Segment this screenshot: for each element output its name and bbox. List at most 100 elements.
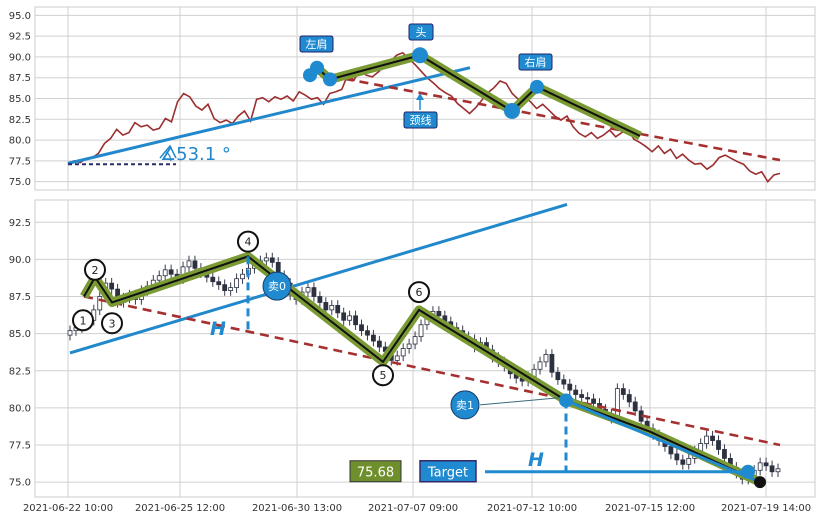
pattern-number-label: 6 (416, 286, 423, 299)
candle (549, 354, 555, 373)
price-box-label: 75.68 (357, 465, 394, 480)
sell1-marker (450, 390, 480, 420)
candle (240, 273, 245, 280)
target-box-label: Target (427, 465, 468, 480)
uptrend-line (67, 66, 471, 165)
pattern-number-circle (237, 230, 259, 253)
y-tick-label: 90.0 (9, 52, 31, 63)
neckline-dashed (329, 74, 781, 162)
candle (156, 275, 162, 281)
y-tick-label: 95.0 (9, 11, 31, 22)
candle (632, 401, 638, 412)
end-point (754, 476, 766, 489)
pattern-number-label: 4 (245, 236, 252, 249)
candle (234, 278, 239, 289)
pattern-number-label: 5 (380, 369, 387, 382)
candle (359, 324, 364, 332)
pattern-number-label: 2 (92, 264, 99, 277)
y-tick-label: 85.0 (9, 329, 31, 340)
candle (686, 457, 692, 465)
pattern-point (310, 60, 324, 75)
candle (591, 398, 596, 404)
candle (668, 446, 674, 455)
sell0-marker (262, 271, 292, 301)
left-shoulder-label-box (299, 35, 334, 53)
candle (109, 282, 115, 290)
target-box (419, 460, 477, 483)
neckline-label-box (403, 111, 438, 129)
bottom-panel: 75.0 77.5 80.0 82.5 85.0 87.5 90.0 92.5 2021-06-… (9, 199, 816, 514)
candle (579, 394, 585, 398)
candle (376, 340, 382, 348)
candle (162, 269, 168, 277)
right-shoulder-label-box (518, 53, 553, 71)
h-label-left: H (210, 318, 226, 340)
candle (626, 394, 632, 403)
x-tick-label: 2021-07-15 12:00 (605, 503, 695, 514)
candle (543, 354, 549, 363)
candle (269, 257, 275, 263)
candle (716, 440, 721, 450)
y-tick-label: 80.0 (9, 136, 31, 147)
pattern-point (530, 79, 544, 94)
neckline-label: 颈线 (410, 113, 432, 127)
candle (192, 260, 198, 269)
y-tick-label: 92.5 (9, 218, 31, 229)
x-tick-label: 2021-07-19 14:00 (721, 503, 811, 514)
y-tick-label: 85.0 (9, 94, 31, 105)
candle (329, 305, 335, 311)
candle (168, 269, 174, 275)
candle (97, 296, 103, 311)
candle (263, 257, 269, 262)
y-tick-label: 82.5 (9, 366, 31, 377)
candle (353, 315, 358, 326)
candle (555, 371, 561, 381)
candle (67, 330, 73, 336)
candle (341, 312, 347, 321)
candle (620, 388, 626, 395)
candle (365, 330, 370, 336)
candle (704, 435, 710, 444)
pattern-number-label: 1 (80, 314, 87, 327)
candle (680, 459, 686, 465)
candle (317, 296, 323, 303)
candle (412, 336, 418, 345)
candle (323, 302, 329, 311)
pattern-number-circle (408, 281, 430, 304)
candle (585, 397, 591, 400)
bottom-uptrend-line (69, 203, 568, 355)
candle (573, 389, 579, 395)
candle (436, 310, 442, 317)
angle-arc-icon (159, 144, 177, 159)
candle (710, 435, 715, 441)
x-tick-label: 2021-07-07 09:00 (368, 503, 458, 514)
candle (311, 287, 317, 297)
pattern-point (504, 102, 520, 119)
candle (305, 287, 311, 293)
sell-path-line (565, 399, 761, 484)
candle (228, 287, 234, 291)
y-tick-label: 77.5 (9, 156, 31, 167)
pattern-point (412, 47, 428, 64)
y-tick-label: 75.0 (9, 177, 31, 188)
candle (757, 462, 763, 471)
sell0-label: 卖0 (268, 280, 286, 293)
x-tick-label: 2021-06-25 12:00 (135, 503, 225, 514)
pattern-point (323, 72, 337, 87)
y-tick-label: 82.5 (9, 115, 31, 126)
bottom-downtrend-dashed (83, 295, 781, 447)
pattern-number-circle (101, 312, 123, 335)
y-tick-label: 92.5 (9, 32, 31, 43)
x-tick-label: 2021-06-30 13:00 (252, 503, 342, 514)
y-tick-label: 90.0 (9, 255, 31, 266)
sell1-connector (479, 397, 563, 406)
candle (674, 453, 680, 461)
candle (222, 284, 228, 291)
x-tick-label: 2021-07-12 10:00 (487, 503, 577, 514)
candle (561, 379, 567, 385)
y-tick-label: 75.0 (9, 478, 31, 489)
candle (418, 324, 424, 338)
price-box (349, 460, 402, 483)
